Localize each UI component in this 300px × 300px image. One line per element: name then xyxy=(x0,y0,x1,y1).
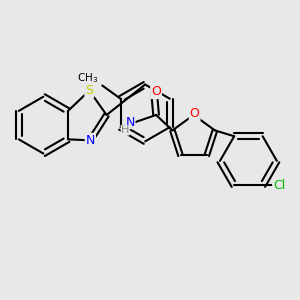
Text: N: N xyxy=(86,134,95,147)
Text: Cl: Cl xyxy=(273,179,285,192)
Text: CH$_3$: CH$_3$ xyxy=(77,71,98,85)
Text: O: O xyxy=(190,107,200,121)
Text: N: N xyxy=(125,116,135,129)
Text: S: S xyxy=(85,84,93,97)
Text: H: H xyxy=(121,125,129,135)
Text: O: O xyxy=(151,85,161,98)
